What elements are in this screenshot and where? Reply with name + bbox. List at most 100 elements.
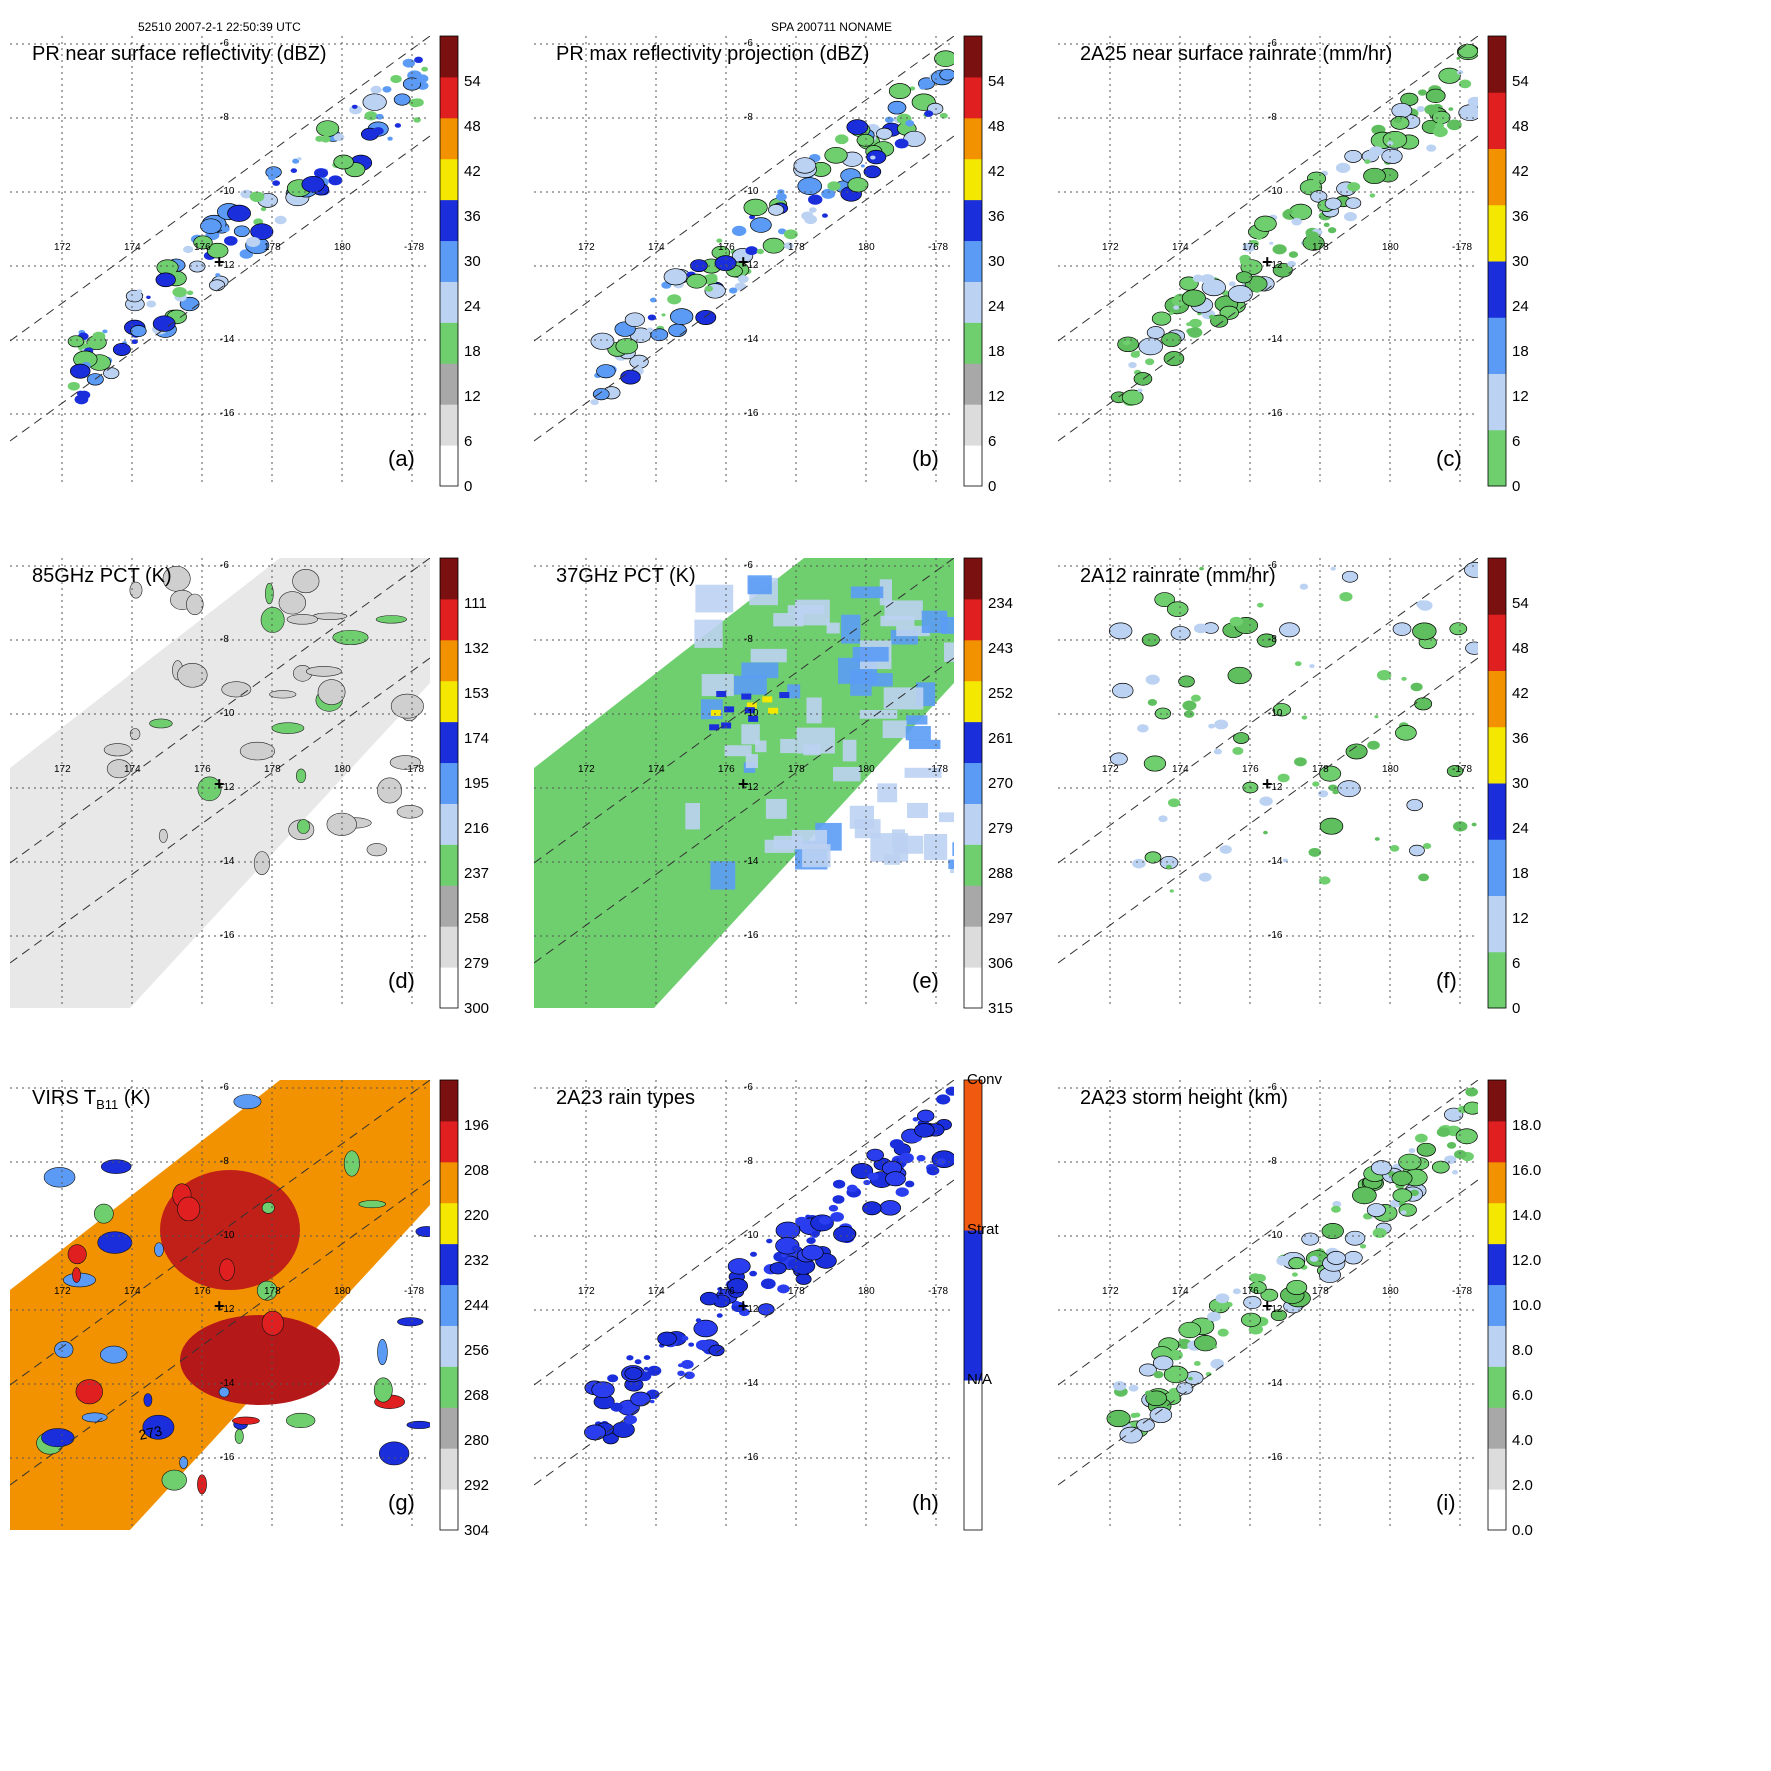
- storm-center-marker: +: [214, 252, 225, 272]
- lon-label: 174: [124, 764, 141, 775]
- lon-label: -178: [928, 764, 948, 775]
- colorbar-swatch: [1488, 1407, 1506, 1449]
- colorbar-tick-label: 304: [464, 1522, 489, 1539]
- rain-cell: [290, 168, 298, 173]
- rain-cell: [832, 1179, 846, 1189]
- rain-cell: [917, 1109, 935, 1123]
- pct-cell: [850, 669, 872, 696]
- rain-cell: [1366, 1203, 1386, 1217]
- rain-cell: [830, 1211, 844, 1222]
- colorbar-tick-label: 268: [464, 1387, 489, 1404]
- rain-cell: [172, 286, 187, 298]
- lat-label: -12: [744, 260, 759, 271]
- panel-title: 37GHz PCT (K): [556, 565, 696, 587]
- swath-edge-line: [10, 135, 430, 442]
- cloud-cell: [154, 1242, 164, 1257]
- rain-cell: [1319, 876, 1331, 885]
- colorbar-swatch: [964, 926, 982, 968]
- rain-cell: [1294, 757, 1307, 767]
- rain-cell: [783, 242, 794, 250]
- rain-cell: [894, 138, 909, 149]
- pct-cell: [921, 610, 948, 634]
- rain-cell: [1458, 104, 1478, 121]
- panel-letter: (i): [1436, 1490, 1456, 1515]
- panel-a: -6 -8 -10 -12 -14 -16 172 174 176 178 180 -178 + PR n…: [10, 35, 510, 576]
- rain-cell: [1200, 274, 1215, 285]
- cloud-cell: [232, 1416, 260, 1425]
- rain-cell: [314, 168, 329, 179]
- plot-area: [534, 558, 954, 1008]
- lon-label: 180: [334, 1286, 351, 1297]
- rain-cell: [1272, 703, 1291, 717]
- panel-title: 2A23 rain types: [556, 1087, 695, 1109]
- rain-cell: [193, 235, 213, 250]
- panel-letter: (a): [388, 446, 415, 471]
- rain-cell: [1233, 732, 1250, 744]
- rain-cell: [1370, 1160, 1392, 1176]
- rain-cell: [102, 329, 108, 334]
- rain-cell: [649, 1399, 655, 1404]
- rain-cell: [152, 315, 176, 332]
- pct-cell: [129, 728, 141, 740]
- colorbar: 0.0 2.0 4.0 6.0 8.0 10.0 12.0 14.0 16.0 18.0: [1487, 1079, 1541, 1539]
- colorbar-tick-label: 252: [988, 685, 1013, 702]
- colorbar-tick-label: 237: [464, 865, 489, 882]
- colorbar-tick-label: 306: [988, 955, 1013, 972]
- pct-cell: [747, 575, 772, 595]
- panel-title: 2A25 near surface rainrate (mm/hr): [1080, 43, 1392, 65]
- rain-cell: [926, 1166, 940, 1176]
- rain-cell: [260, 207, 267, 212]
- rain-cell: [1369, 193, 1376, 198]
- pct-cell: [773, 835, 804, 850]
- pct-cell: [877, 783, 898, 803]
- rain-cell: [372, 127, 384, 136]
- rain-cell: [737, 275, 749, 284]
- rain-cell: [879, 1200, 901, 1216]
- colorbar-frame: [1487, 35, 1507, 487]
- rain-cell: [811, 1230, 820, 1237]
- colorbar-swatch: [964, 967, 982, 1009]
- pct-cell: [721, 722, 732, 729]
- pct-cell: [896, 625, 930, 637]
- lon-label: 180: [858, 764, 875, 775]
- rain-cell: [707, 273, 718, 281]
- rain-cell: [69, 363, 91, 379]
- rain-cell: [870, 155, 876, 160]
- rain-cell: [1282, 858, 1288, 863]
- pct-cell: [826, 622, 840, 634]
- panel-c: -6 -8 -10 -12 -14 -16 172 174 176 178 180 -178 +2A25…: [1058, 35, 1558, 576]
- lat-label: -6: [744, 38, 753, 49]
- lat-label: -16: [744, 930, 759, 941]
- rain-cell: [1151, 311, 1172, 326]
- colorbar: 0 6 12 18 24 30 36 42 48 54: [963, 35, 1005, 495]
- rain-cell: [1392, 1188, 1413, 1203]
- pct-cell: [938, 812, 954, 823]
- storm-center-marker: +: [1262, 252, 1273, 272]
- rain-cell: [863, 165, 882, 179]
- colorbar-swatch: [1488, 1489, 1506, 1531]
- storm-center-marker: +: [738, 252, 749, 272]
- rain-cell: [808, 207, 817, 213]
- rain-cell: [1463, 1101, 1478, 1115]
- rain-cell: [727, 1278, 749, 1294]
- rain-cell: [1272, 244, 1287, 255]
- panel-letter: (d): [388, 968, 415, 993]
- rain-cell: [1432, 1160, 1450, 1174]
- rain-cell: [756, 248, 764, 255]
- rain-cell: [1270, 1309, 1287, 1322]
- rain-cell: [934, 50, 954, 67]
- colorbar: N/A Strat Conv: [963, 1071, 1003, 1531]
- rain-cell: [390, 74, 402, 84]
- pct-cell: [787, 684, 801, 699]
- lat-label: -10: [744, 1230, 759, 1241]
- rain-cell: [657, 1331, 677, 1346]
- rain-cell: [806, 1237, 816, 1244]
- rain-cell: [795, 1216, 809, 1227]
- colorbar-frame: [1487, 1079, 1507, 1531]
- lat-label: -16: [220, 1452, 235, 1463]
- colorbar-tick-label: 0: [1512, 1000, 1520, 1017]
- rain-cell: [1164, 1362, 1169, 1366]
- rain-cell: [624, 312, 645, 328]
- colorbar-swatch: [1488, 429, 1506, 487]
